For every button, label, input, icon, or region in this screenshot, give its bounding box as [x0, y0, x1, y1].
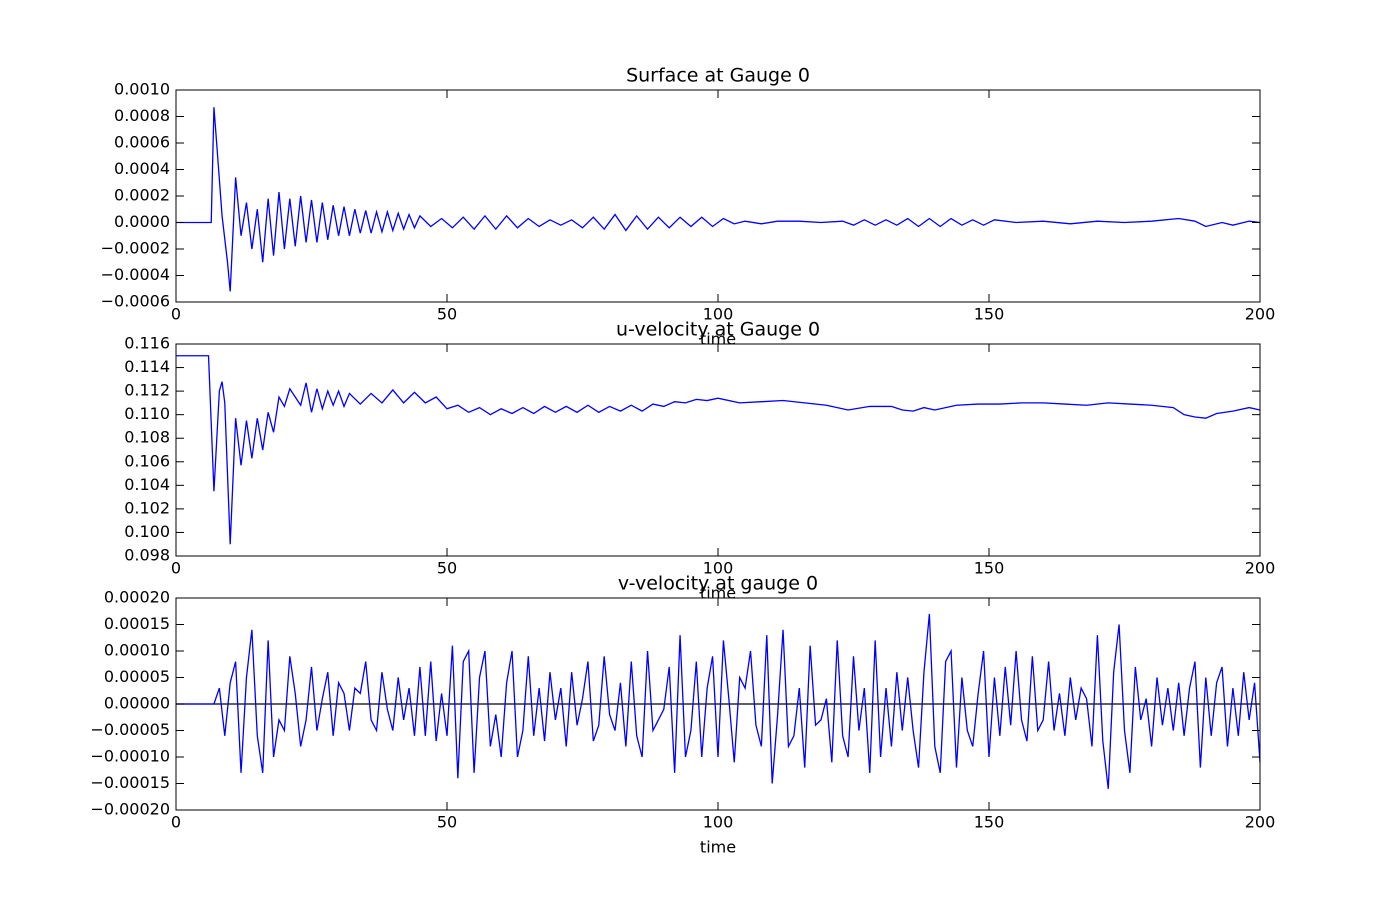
y-tick-label: 0.116	[124, 334, 170, 353]
chart-title: v-velocity at gauge 0	[618, 573, 818, 595]
y-tick-label: 0.102	[124, 498, 170, 517]
y-tick-label: −0.00005	[90, 720, 170, 739]
y-tick-label: −0.00020	[90, 800, 170, 819]
x-tick-label: 150	[974, 559, 1005, 578]
y-tick-label: −0.00010	[90, 747, 170, 766]
y-tick-label: −0.0006	[101, 292, 170, 311]
x-axis-label: time	[700, 838, 736, 857]
y-tick-label: 0.00005	[104, 667, 170, 686]
x-tick-label: 50	[437, 559, 457, 578]
x-tick-label: 0	[171, 305, 181, 324]
chart-title: u-velocity at Gauge 0	[616, 319, 820, 341]
y-tick-label: 0.112	[124, 381, 170, 400]
data-line	[176, 613, 1261, 789]
y-tick-label: 0.0006	[114, 133, 170, 152]
y-tick-label: 0.110	[124, 404, 170, 423]
y-tick-label: 0.0004	[114, 159, 170, 178]
x-tick-label: 150	[974, 305, 1005, 324]
y-tick-label: 0.00000	[104, 694, 170, 713]
y-tick-label: 0.106	[124, 451, 170, 470]
x-tick-label: 0	[171, 813, 181, 832]
x-tick-label: 50	[437, 305, 457, 324]
x-tick-label: 200	[1245, 559, 1276, 578]
y-tick-label: 0.104	[124, 475, 170, 494]
x-tick-label: 100	[703, 559, 734, 578]
data-line	[176, 107, 1261, 292]
y-tick-label: −0.0002	[101, 239, 170, 258]
x-tick-label: 150	[974, 813, 1005, 832]
y-tick-label: 0.100	[124, 522, 170, 541]
axes-frame	[175, 89, 1261, 303]
y-tick-label: 0.00010	[104, 641, 170, 660]
y-tick-label: 0.108	[124, 428, 170, 447]
y-tick-label: 0.00020	[104, 588, 170, 607]
x-tick-label: 200	[1245, 305, 1276, 324]
x-tick-label: 0	[171, 559, 181, 578]
y-tick-label: 0.0000	[114, 212, 170, 231]
y-tick-label: −0.00015	[90, 773, 170, 792]
x-tick-label: 100	[703, 305, 734, 324]
y-tick-label: 0.114	[124, 357, 170, 376]
x-tick-label: 200	[1245, 813, 1276, 832]
y-tick-label: 0.00015	[104, 614, 170, 633]
chart-title: Surface at Gauge 0	[626, 65, 810, 87]
y-tick-label: 0.098	[124, 546, 170, 565]
y-tick-label: 0.0010	[114, 80, 170, 99]
x-tick-label: 50	[437, 813, 457, 832]
y-tick-label: 0.0008	[114, 106, 170, 125]
y-tick-label: 0.0002	[114, 186, 170, 205]
axes-frame	[175, 343, 1261, 557]
x-tick-label: 100	[703, 813, 734, 832]
data-line	[176, 355, 1261, 545]
y-tick-label: −0.0004	[101, 265, 170, 284]
